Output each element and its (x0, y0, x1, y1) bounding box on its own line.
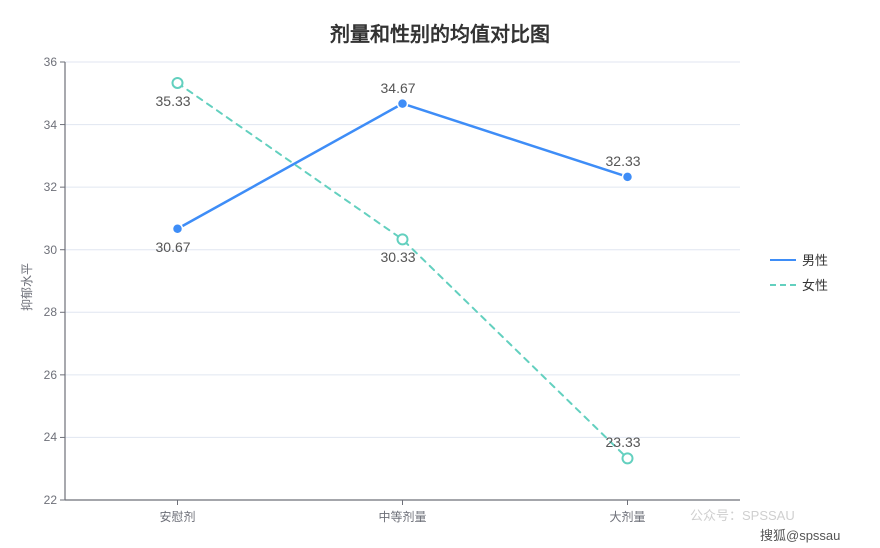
series-marker (173, 78, 183, 88)
series-marker (623, 453, 633, 463)
series-marker (623, 172, 633, 182)
data-point-label: 30.33 (381, 249, 416, 265)
footer-attribution: 搜狐@spssau (760, 525, 840, 544)
series-marker (398, 99, 408, 109)
series-line (178, 83, 628, 458)
chart-plot (0, 0, 880, 548)
data-point-label: 32.33 (606, 153, 641, 169)
series-marker (398, 234, 408, 244)
data-point-label: 30.67 (156, 239, 191, 255)
y-tick-label: 30 (44, 243, 57, 257)
legend-label: 女性 (802, 275, 828, 294)
series-line (178, 104, 628, 229)
y-tick-label: 24 (44, 430, 57, 444)
y-tick-label: 22 (44, 493, 57, 507)
data-point-label: 23.33 (606, 434, 641, 450)
legend-label: 男性 (802, 250, 828, 269)
data-point-label: 34.67 (381, 80, 416, 96)
y-tick-label: 36 (44, 55, 57, 69)
y-tick-label: 32 (44, 180, 57, 194)
x-tick-label: 中等剂量 (363, 508, 443, 525)
x-tick-label: 大剂量 (588, 508, 668, 525)
legend: 男性女性 (770, 250, 828, 294)
watermark-text: 公众号：SPSSAU (690, 505, 795, 524)
legend-item[interactable]: 男性 (770, 250, 828, 269)
data-point-label: 35.33 (156, 93, 191, 109)
legend-swatch (770, 259, 796, 261)
legend-item[interactable]: 女性 (770, 275, 828, 294)
chart-container: 剂量和性别的均值对比图 抑郁水平 2224262830323436 安慰剂中等剂… (0, 0, 880, 548)
y-tick-label: 34 (44, 118, 57, 132)
series-marker (173, 224, 183, 234)
x-tick-label: 安慰剂 (138, 508, 218, 525)
y-tick-label: 28 (44, 305, 57, 319)
y-tick-label: 26 (44, 368, 57, 382)
legend-swatch (770, 284, 796, 286)
